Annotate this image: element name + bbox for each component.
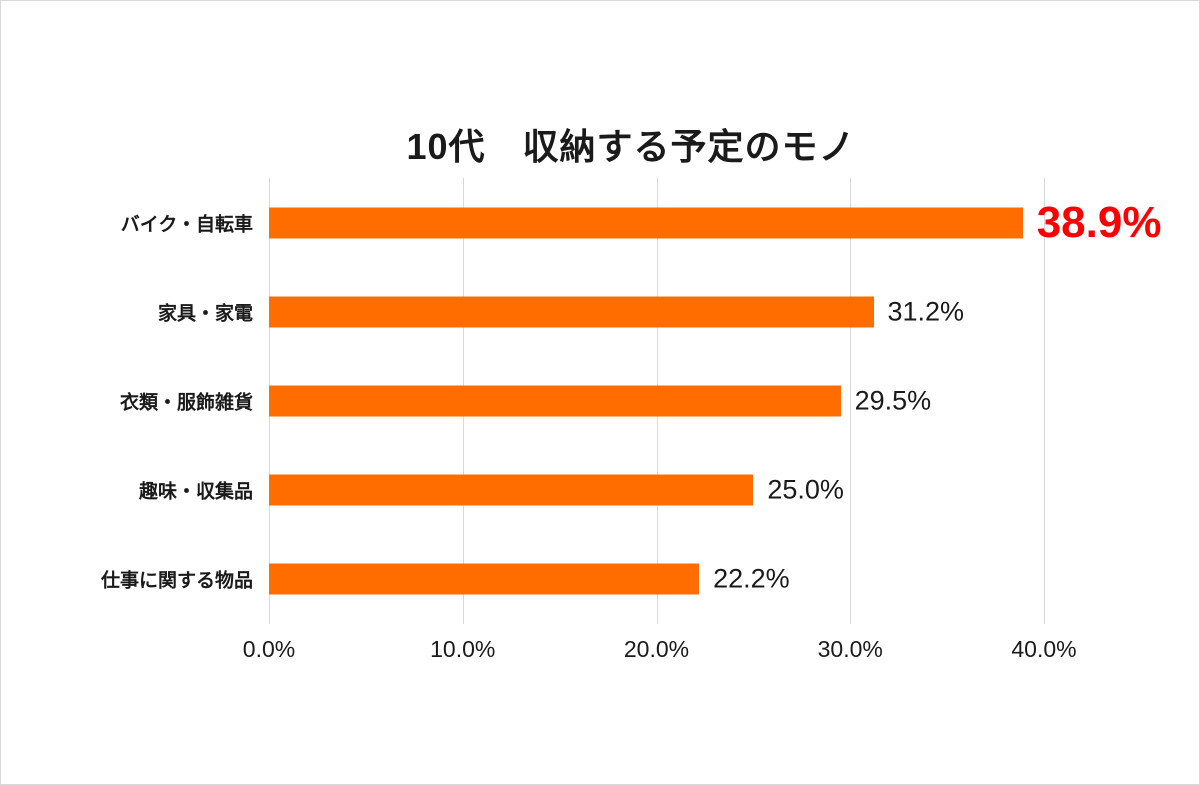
bar xyxy=(269,296,874,328)
bar-row: 衣類・服飾雑貨 29.5% xyxy=(1,356,1199,445)
x-tick-label: 40.0% xyxy=(1011,636,1077,662)
x-tick-label: 30.0% xyxy=(817,636,883,662)
value-label: 29.5% xyxy=(854,385,932,416)
x-tick-label: 10.0% xyxy=(430,636,496,662)
bar xyxy=(269,563,700,595)
x-axis: 0.0% 10.0% 20.0% 30.0% 40.0% xyxy=(243,634,1077,664)
category-label: 家具・家電 xyxy=(157,303,253,325)
x-tick-label: 20.0% xyxy=(623,636,690,662)
value-label: 22.2% xyxy=(713,563,790,594)
bar-row: 家具・家電 31.2% xyxy=(1,267,1199,356)
category-label: 趣味・収集品 xyxy=(138,481,253,503)
x-tick-label: 0.0% xyxy=(242,636,296,662)
gridline xyxy=(1044,178,1045,624)
value-label: 38.9% xyxy=(1036,197,1162,247)
category-label: バイク・自転車 xyxy=(120,214,253,236)
category-label: 衣類・服飾雑貨 xyxy=(119,392,253,414)
bar xyxy=(269,207,1023,239)
gridline xyxy=(850,178,852,624)
value-label: 31.2% xyxy=(887,296,965,327)
bar xyxy=(269,474,754,506)
bar-row: 趣味・収集品 25.0% xyxy=(1,446,1199,535)
bar xyxy=(269,385,841,417)
bar-row: バイク・自転車 38.9% xyxy=(1,178,1199,267)
chart-title: 10代 収納する予定のモノ xyxy=(406,126,856,167)
value-label: 25.0% xyxy=(767,474,844,505)
category-label: 仕事に関する物品 xyxy=(100,570,253,592)
bar-row: 仕事に関する物品 22.2% xyxy=(1,535,1199,624)
